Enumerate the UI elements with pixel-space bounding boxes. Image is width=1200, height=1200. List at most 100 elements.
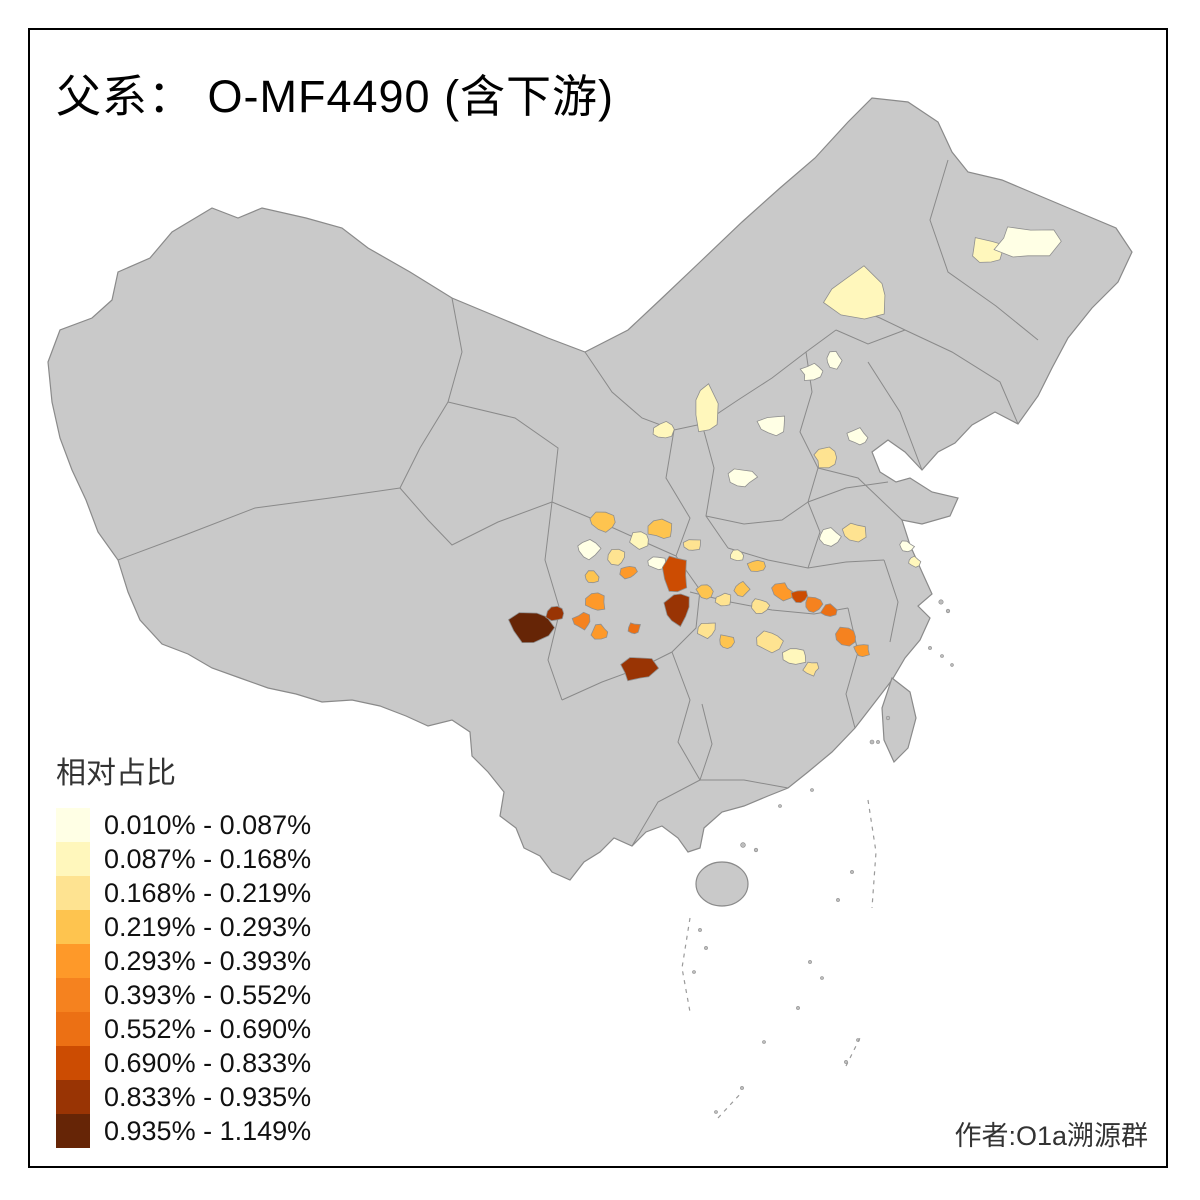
legend: 相对占比 0.010% - 0.087% 0.087% - 0.168% 0.168… [56, 748, 311, 1148]
province-border-line [867, 361, 923, 471]
map-region [695, 584, 714, 600]
province-border-line [817, 467, 903, 521]
map-region [733, 580, 751, 598]
islet-dot [808, 960, 812, 964]
province-border-line [883, 559, 899, 643]
islet-dot [810, 788, 814, 792]
legend-label: 0.393% - 0.552% [104, 979, 312, 1010]
legend-item: 0.087% - 0.168% [56, 842, 311, 876]
map-region [696, 622, 716, 640]
sea-boundary-dash [845, 1037, 861, 1067]
map-region [972, 237, 1003, 263]
islands [681, 599, 954, 1119]
map-region [799, 362, 824, 381]
legend-swatch [56, 1046, 90, 1080]
sea-boundary-dash [867, 799, 877, 909]
legend-label: 0.552% - 0.690% [104, 1013, 312, 1044]
legend-item: 0.833% - 0.935% [56, 1080, 311, 1114]
islet-dot [820, 976, 824, 980]
province-border-line [701, 423, 729, 549]
legend-swatch [56, 842, 90, 876]
map-region [577, 539, 602, 561]
map-region [571, 611, 591, 631]
map-region [822, 265, 886, 320]
map-region [846, 427, 869, 446]
legend-label: 0.833% - 0.935% [104, 1081, 312, 1112]
legend-title: 相对占比 [56, 757, 176, 790]
map-region [507, 612, 556, 644]
islet-dot [796, 1006, 800, 1010]
map-region [545, 605, 565, 622]
legend-item: 0.393% - 0.552% [56, 978, 311, 1012]
province-border-line [807, 501, 821, 569]
islet-dot [778, 804, 782, 808]
legend-swatch [56, 910, 90, 944]
map-region [719, 634, 735, 650]
province-border-line [904, 329, 1019, 425]
province-border-line [551, 501, 677, 557]
legend-item: 0.219% - 0.293% [56, 910, 311, 944]
map-region [751, 598, 771, 615]
legend-label: 0.087% - 0.168% [104, 843, 312, 874]
province-border-line [117, 487, 401, 561]
map-region [619, 565, 638, 580]
province-border-line [631, 779, 701, 847]
legend-item: 0.690% - 0.833% [56, 1046, 311, 1080]
legend-item: 0.010% - 0.087% [56, 808, 311, 842]
province-border-line [807, 481, 889, 503]
islet-dot [950, 663, 954, 667]
legend-rows: 0.010% - 0.087% 0.087% - 0.168% 0.168% - 0… [56, 808, 311, 1148]
islet-dot [940, 654, 944, 658]
map-region [826, 350, 843, 370]
islet-dot [836, 898, 840, 902]
attribution: 作者:O1a溯源群 [954, 1121, 1148, 1151]
map-region [841, 522, 867, 543]
hainan-island [695, 861, 749, 907]
map-region [627, 622, 641, 635]
map-region [661, 555, 688, 593]
map-region [714, 592, 732, 607]
map-region [818, 527, 842, 547]
map-region [647, 556, 667, 571]
legend-label: 0.168% - 0.219% [104, 877, 312, 908]
islet-dot [938, 599, 944, 605]
islet-dot [704, 946, 708, 950]
legend-label: 0.010% - 0.087% [104, 809, 312, 840]
map-region [756, 630, 784, 654]
map-region [993, 226, 1062, 258]
province-border-line [705, 501, 809, 525]
islet-dot [876, 740, 880, 744]
legend-label: 0.690% - 0.833% [104, 1047, 312, 1078]
legend-label: 0.293% - 0.393% [104, 945, 312, 976]
islet-dot [753, 847, 759, 853]
province-border-line [699, 703, 713, 781]
legend-swatch [56, 1114, 90, 1148]
map-region [607, 548, 626, 566]
legend-item: 0.293% - 0.393% [56, 944, 311, 978]
islet-dot [945, 608, 951, 614]
legend-swatch [56, 944, 90, 978]
map-region [782, 648, 807, 665]
map-region [620, 657, 660, 682]
islet-dot [714, 1110, 718, 1114]
map-region [771, 582, 795, 602]
map-region [899, 540, 916, 553]
map-region [835, 626, 856, 647]
islet-dot [885, 715, 891, 721]
islet-dot [740, 1086, 744, 1090]
legend-swatch [56, 1080, 90, 1114]
map-region [647, 518, 673, 539]
map-region [813, 446, 838, 469]
province-border-line [561, 651, 673, 701]
map-region [805, 596, 824, 613]
province-borders [117, 159, 1039, 847]
legend-swatch [56, 876, 90, 910]
islet-dot [698, 928, 702, 932]
map-region [756, 415, 786, 437]
map-region [727, 468, 759, 488]
map-region [584, 570, 600, 584]
islet-dot [869, 739, 875, 745]
legend-swatch [56, 808, 90, 842]
